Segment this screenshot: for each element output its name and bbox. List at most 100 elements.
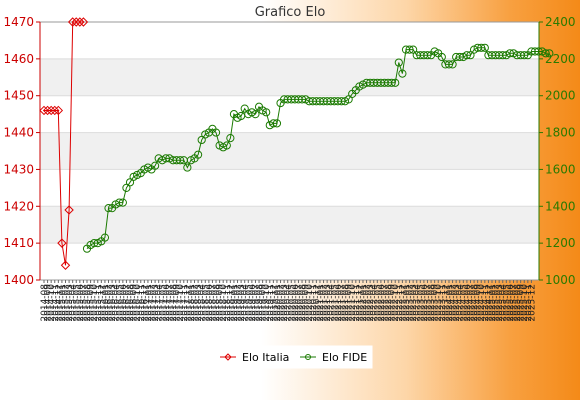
data-point (462, 51, 472, 60)
x-tick-label: 2014-12 (54, 284, 64, 322)
x-tick-label: 2016-06 (119, 284, 129, 322)
data-point (57, 238, 67, 248)
y-left-tick-label: 1420 (3, 199, 34, 213)
data-point (53, 105, 64, 116)
data-point (222, 141, 231, 150)
x-tick-label: 2020-01 (273, 284, 283, 322)
y-left-tick-label: 1470 (3, 15, 34, 29)
legend-item: Elo FIDE (300, 351, 367, 364)
x-tick-label: 2023-09 (431, 284, 441, 322)
x-tick-label: 2018-07 (208, 284, 218, 322)
x-tick-label: 2015-06 (76, 284, 86, 322)
data-point (183, 163, 192, 172)
x-tick-label: 2019-09 (259, 284, 269, 322)
x-tick-label: 2016-09 (130, 284, 140, 322)
y-left-tick-label: 1450 (3, 89, 34, 103)
x-tick-label: 2022-02 (363, 284, 373, 322)
series-elo-fide (82, 43, 554, 253)
y-left-tick-label: 1430 (3, 162, 34, 176)
x-tick-label: 2019-04 (241, 284, 251, 322)
x-tick-label: 2025-09 (517, 284, 527, 322)
data-point (444, 60, 454, 69)
x-tick-label: 2019-02 (234, 284, 244, 322)
x-tick-label: 2025-03 (495, 284, 505, 322)
y-right-tick-label: 2000 (545, 89, 576, 103)
x-tick-label: 2023-02 (406, 284, 416, 322)
y-right-tick-label: 1200 (545, 236, 576, 250)
x-tick-label: 2022-09 (388, 284, 398, 322)
x-tick-label: 2021-08 (341, 284, 351, 322)
data-point (387, 78, 396, 87)
y-left-tick-label: 1410 (3, 236, 34, 250)
x-tick-label: 2018-02 (191, 284, 201, 322)
x-tick-label: 2024-04 (456, 284, 466, 322)
x-tick-label: 2016-11 (137, 284, 147, 322)
x-tick-label: 2023-08 (427, 284, 437, 322)
x-tick-label: 2015-02 (62, 284, 72, 322)
x-tick-label: 2024-08 (470, 284, 480, 322)
x-tick-label: 2017-02 (148, 284, 158, 322)
data-point (520, 51, 529, 60)
data-point (545, 49, 554, 58)
x-tick-label: 2017-03 (151, 284, 161, 322)
x-tick-label: 2023-05 (416, 284, 426, 322)
x-tick-label: 2015-01 (58, 284, 68, 322)
x-tick-label: 2015-10 (90, 284, 100, 322)
x-tick-label: 2018-11 (223, 284, 233, 322)
x-tick-label: 2021-03 (323, 284, 333, 322)
x-tick-label: 2021-05 (330, 284, 340, 322)
x-tick-label: 2020-09 (302, 284, 312, 322)
x-tick-label: 2024-03 (452, 284, 462, 322)
x-tick-label: 2018-01 (187, 284, 197, 322)
grid-band (40, 58, 539, 96)
x-tick-label: 2024-10 (477, 284, 487, 322)
x-tick-label: 2025-02 (492, 284, 502, 322)
y-left-tick-label: 1460 (3, 52, 34, 66)
x-tick-label: 2015-07 (79, 284, 89, 322)
x-tick-label: 2021-07 (337, 284, 347, 322)
x-tick-label: 2017-07 (165, 284, 175, 322)
x-tick-label: 2015-12 (97, 284, 107, 322)
x-tick-label: 2016-07 (122, 284, 132, 322)
data-point (269, 119, 278, 128)
series-layer (39, 17, 554, 270)
grid-band (40, 132, 539, 170)
x-tick-label: 2019-10 (262, 284, 272, 322)
x-tick-label: 2016-02 (105, 284, 115, 322)
data-point (477, 43, 486, 52)
x-tick-label: 2023-06 (420, 284, 430, 322)
data-point (100, 233, 110, 242)
x-tick-label: 2019-11 (266, 284, 276, 322)
x-tick-label: 2014-09 (44, 284, 54, 322)
x-tick-label: 2023-01 (402, 284, 412, 322)
x-tick-label: 2023-12 (441, 284, 451, 322)
x-tick-label: 2020-07 (294, 284, 304, 322)
data-point (394, 58, 403, 67)
x-tick-label: 2023-04 (413, 284, 423, 322)
data-point (115, 198, 124, 207)
y-right-tick-label: 1600 (545, 162, 576, 176)
data-point (398, 69, 407, 78)
chart-title: Grafico Elo (255, 5, 326, 20)
x-tick-label: 2024-01 (445, 284, 455, 322)
x-tick-label: 2023-10 (434, 284, 444, 322)
x-tick-label: 2022-08 (384, 284, 394, 322)
x-tick-label: 2025-11 (524, 284, 534, 322)
data-point (39, 105, 49, 116)
y-right-tick-label: 1000 (545, 273, 576, 287)
x-tick-label: 2020-04 (284, 284, 294, 322)
x-tick-label: 2024-07 (466, 284, 476, 322)
x-tick-label: 2020-02 (277, 284, 287, 322)
x-tick-label: 2020-05 (287, 284, 297, 322)
x-tick-label: 2016-04 (112, 284, 122, 322)
x-tick-label: 2016-01 (101, 284, 111, 322)
data-point (405, 45, 414, 54)
x-tick-label: 2018-09 (216, 284, 226, 322)
legend-item: Elo Italia (220, 351, 289, 364)
data-point (151, 161, 160, 170)
legend-marker (305, 354, 311, 360)
data-point (541, 49, 550, 58)
data-point (67, 17, 78, 27)
